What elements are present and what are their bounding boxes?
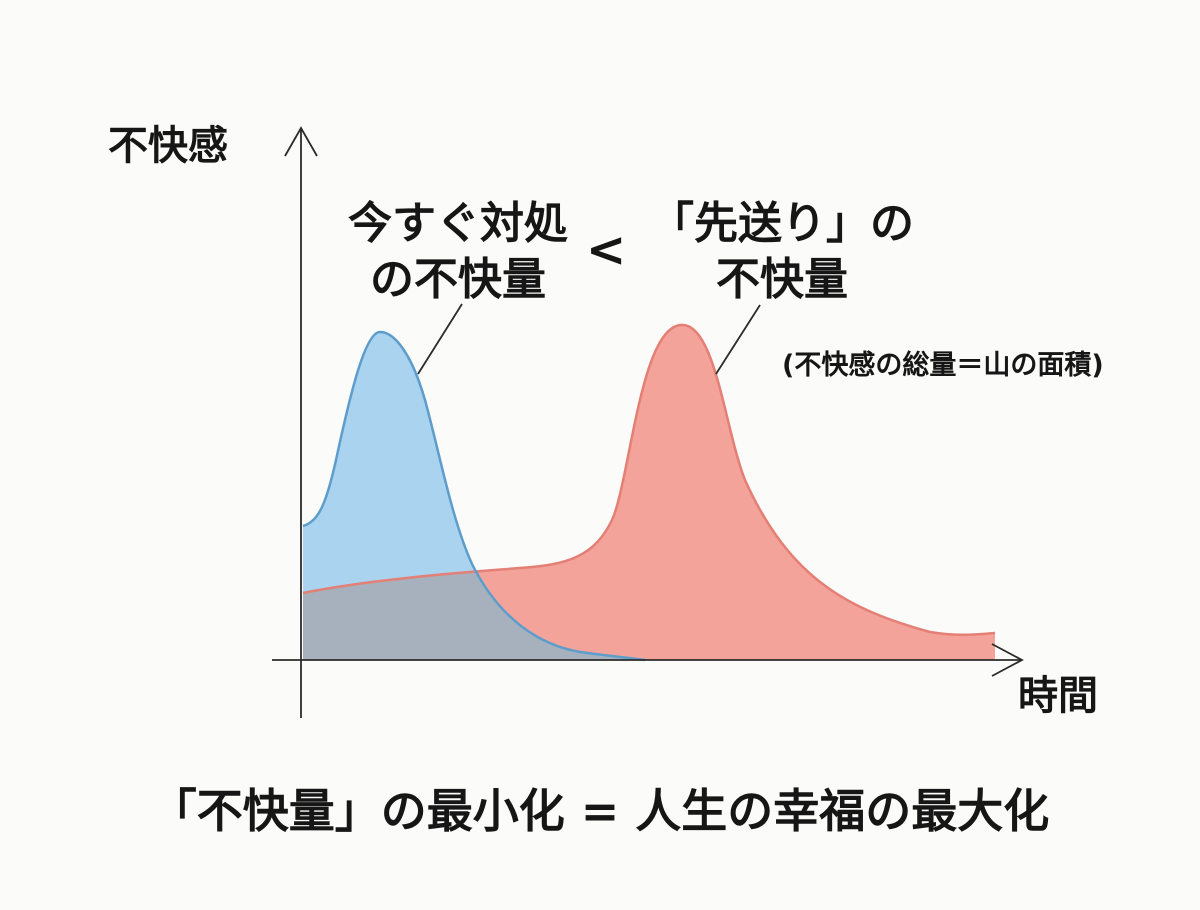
- x-axis-label: 時間: [1018, 673, 1098, 719]
- immediate-discomfort-label: 今すぐ対処 の不快量: [318, 196, 598, 308]
- immediate-label-line2: の不快量: [370, 254, 546, 305]
- comparison-sign: <: [586, 222, 627, 278]
- immediate-discomfort-curve: [302, 330, 646, 662]
- x-axis: [272, 643, 1024, 677]
- postponed-label-line2: 不快量: [716, 254, 848, 305]
- later-label-leader-line: [715, 304, 761, 375]
- area-note: (不快感の総量＝山の面積): [782, 350, 1104, 381]
- y-axis: [284, 126, 318, 718]
- postponed-discomfort-curve: [302, 323, 996, 637]
- immediate-label-line1: 今すぐ対処: [348, 198, 568, 249]
- postponed-label-line1: 「先送り」の: [650, 198, 914, 249]
- immediate-discomfort-area: [303, 332, 645, 660]
- conclusion-text: 「不快量」の最小化 = 人生の幸福の最大化: [150, 784, 1050, 838]
- overlap-area: [303, 332, 645, 660]
- postponed-discomfort-label: 「先送り」の 不快量: [612, 196, 952, 308]
- now-label-leader-line: [417, 303, 463, 375]
- y-axis-label: 不快感: [108, 123, 228, 169]
